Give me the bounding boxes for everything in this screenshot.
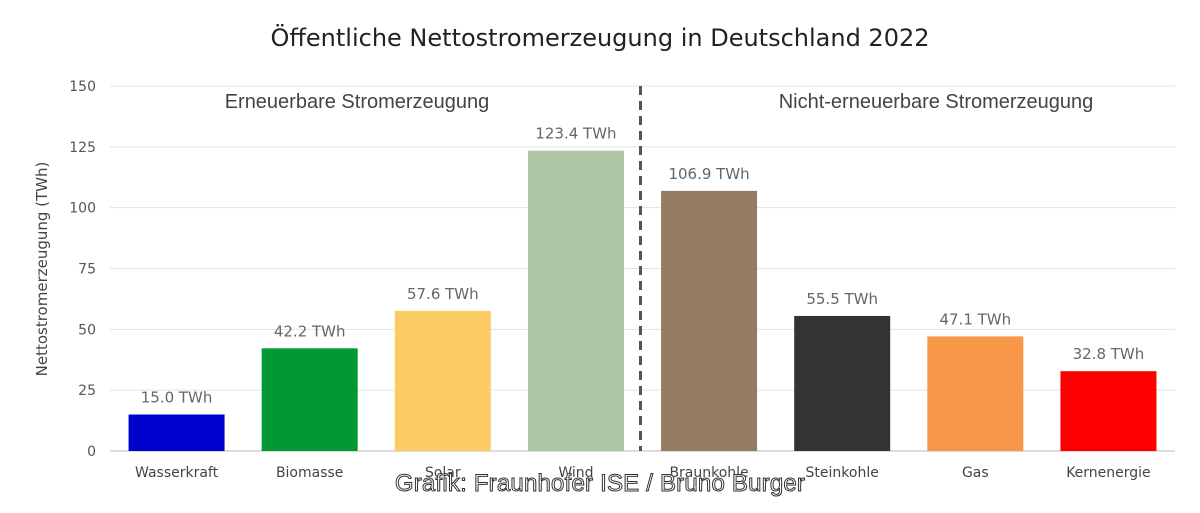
- group-label-non-renewable: Nicht-erneuerbare Stromerzeugung: [779, 91, 1094, 113]
- x-tick-label: Wasserkraft: [135, 465, 219, 481]
- y-tick-label: 0: [87, 444, 96, 460]
- y-tick-label: 100: [69, 201, 96, 217]
- x-tick-label: Kernenergie: [1066, 465, 1150, 481]
- y-tick-label: 125: [69, 140, 96, 156]
- chart-title: Öffentliche Nettostromerzeugung in Deuts…: [270, 23, 929, 52]
- x-tick-label: Steinkohle: [806, 465, 879, 481]
- data-label: 42.2 TWh: [274, 322, 346, 340]
- bar-solar: [394, 310, 491, 451]
- y-axis-label: Nettostromerzeugung (TWh): [33, 162, 51, 377]
- y-tick-label: 75: [78, 262, 96, 278]
- group-label-renewable: Erneuerbare Stromerzeugung: [225, 91, 490, 113]
- bar-steinkohle: [794, 315, 891, 451]
- x-tick-label: Braunkohle: [669, 465, 748, 481]
- data-label: 32.8 TWh: [1073, 345, 1145, 363]
- bar-braunkohle: [661, 190, 758, 452]
- y-tick-labels: 0 25 50 75 100 125 150: [69, 79, 96, 460]
- data-labels: 15.0 TWh 42.2 TWh 57.6 TWh 123.4 TWh 106.9 T…: [141, 125, 1145, 407]
- bar-biomasse: [261, 348, 358, 451]
- bar-kernenergie: [1060, 371, 1157, 451]
- bar-wasserkraft: [128, 414, 225, 451]
- bars: [128, 150, 1157, 452]
- y-tick-label: 150: [69, 79, 96, 95]
- y-tick-label: 25: [78, 383, 96, 399]
- x-tick-label: Solar: [425, 465, 461, 481]
- watermark: Grafik: Fraunhofer ISE / Bruno Burger: [394, 470, 806, 498]
- y-tick-label: 50: [78, 322, 96, 338]
- data-label: 47.1 TWh: [939, 310, 1011, 328]
- x-tick-label: Gas: [962, 465, 989, 481]
- data-label: 123.4 TWh: [535, 125, 616, 143]
- data-label: 15.0 TWh: [141, 389, 213, 407]
- bar-gas: [927, 336, 1024, 451]
- data-label: 55.5 TWh: [806, 290, 878, 308]
- data-label: 57.6 TWh: [407, 285, 479, 303]
- x-tick-labels: Wasserkraft Biomasse Solar Wind Braunkohle St…: [135, 465, 1151, 481]
- bar-wind: [527, 150, 624, 451]
- x-tick-label: Wind: [558, 465, 593, 481]
- data-label: 106.9 TWh: [668, 165, 749, 183]
- x-tick-label: Biomasse: [276, 465, 343, 481]
